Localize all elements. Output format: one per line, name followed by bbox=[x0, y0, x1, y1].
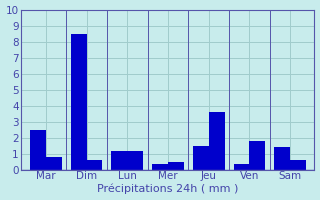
Bar bbox=[274, 147, 290, 170]
Bar bbox=[71, 34, 86, 170]
Bar bbox=[249, 141, 265, 170]
Bar bbox=[86, 160, 102, 170]
Bar bbox=[168, 162, 184, 170]
Bar bbox=[46, 157, 62, 170]
Bar bbox=[290, 160, 306, 170]
Bar bbox=[209, 112, 225, 170]
Bar bbox=[111, 151, 127, 170]
Bar bbox=[152, 164, 168, 170]
Bar bbox=[127, 151, 143, 170]
Bar bbox=[193, 146, 209, 170]
X-axis label: Précipitations 24h ( mm ): Précipitations 24h ( mm ) bbox=[97, 184, 239, 194]
Bar bbox=[234, 164, 249, 170]
Bar bbox=[30, 130, 46, 170]
